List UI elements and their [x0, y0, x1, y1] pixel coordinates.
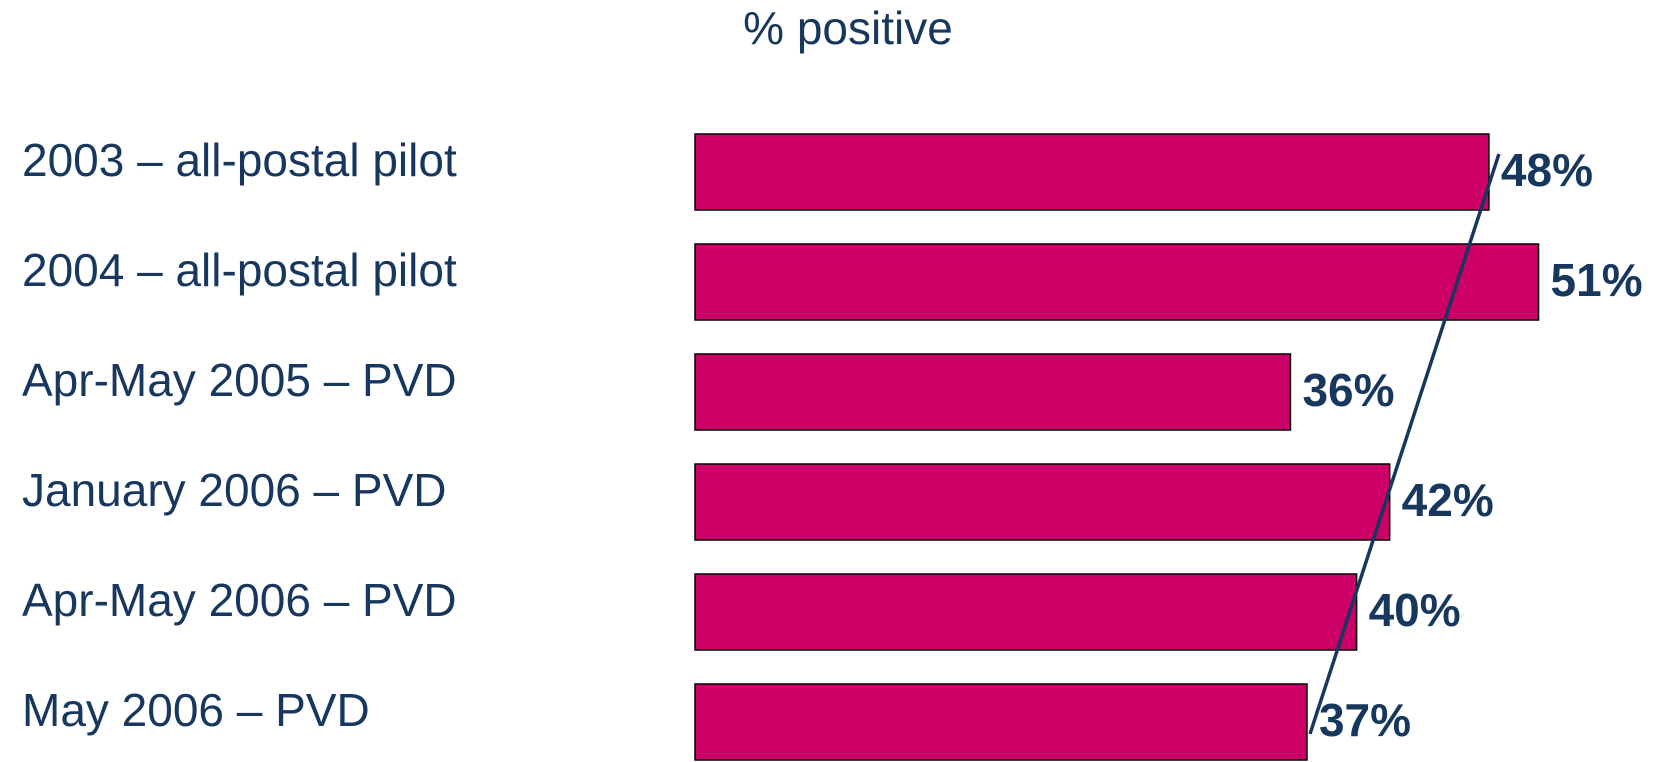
bar: [694, 573, 1358, 651]
category-label: Apr-May 2005 – PVD: [22, 354, 457, 406]
value-label: 36%: [1302, 364, 1394, 416]
category-label: January 2006 – PVD: [22, 464, 447, 516]
bar: [694, 243, 1540, 321]
trend-line: [1308, 153, 1501, 735]
category-label: 2003 – all-postal pilot: [22, 134, 457, 186]
category-label: May 2006 – PVD: [22, 684, 370, 736]
value-label: 40%: [1369, 584, 1461, 636]
chart-title: % positive: [743, 2, 953, 54]
bar: [694, 133, 1490, 211]
bar: [694, 683, 1308, 761]
value-label: 51%: [1551, 254, 1643, 306]
bar: [694, 353, 1292, 431]
value-label: 42%: [1402, 474, 1494, 526]
value-label: 37%: [1319, 694, 1411, 746]
bar: [694, 463, 1391, 541]
category-label: Apr-May 2006 – PVD: [22, 574, 457, 626]
value-label: 48%: [1501, 144, 1593, 196]
category-label: 2004 – all-postal pilot: [22, 244, 457, 296]
